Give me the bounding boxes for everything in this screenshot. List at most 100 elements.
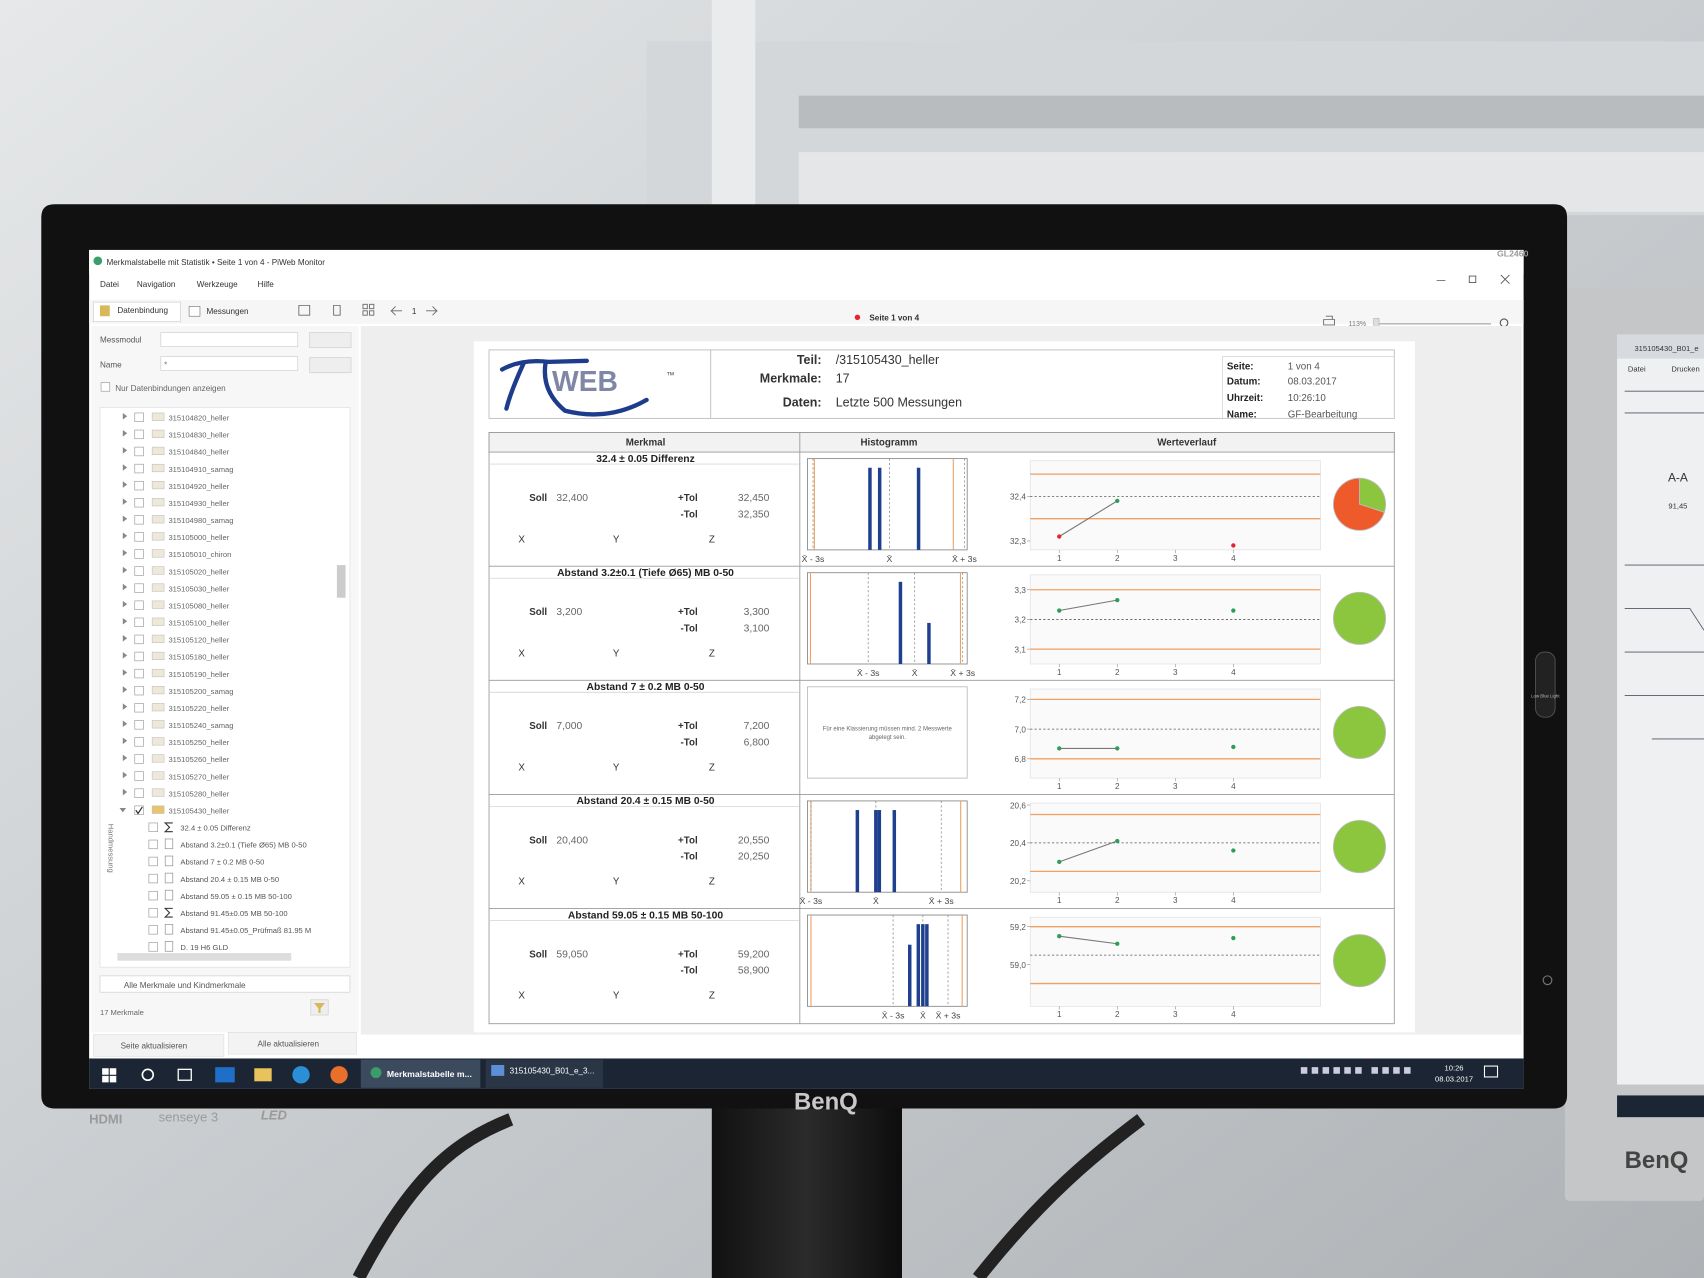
tree-item[interactable]: 315105180_heller bbox=[168, 653, 229, 662]
tree-expander[interactable] bbox=[122, 754, 128, 762]
tree-expander[interactable] bbox=[122, 447, 128, 454]
power-button[interactable] bbox=[1542, 975, 1553, 986]
firefox-icon[interactable] bbox=[330, 1066, 348, 1084]
refresh-all-button[interactable] bbox=[227, 1032, 357, 1055]
tree-checkbox[interactable] bbox=[134, 583, 144, 593]
tree-checkbox[interactable] bbox=[134, 446, 144, 457]
tree-item[interactable]: 315105030_heller bbox=[168, 584, 229, 593]
toolbar-icons[interactable] bbox=[298, 303, 438, 316]
tree-checkbox[interactable] bbox=[134, 566, 144, 576]
tree-checkbox[interactable] bbox=[134, 412, 144, 422]
ie-icon[interactable] bbox=[292, 1066, 310, 1084]
tree-item[interactable]: 315104920_heller bbox=[168, 482, 229, 491]
scope-select[interactable] bbox=[99, 975, 351, 993]
tree-checkbox[interactable] bbox=[134, 480, 144, 491]
tree-expander[interactable] bbox=[122, 583, 128, 591]
tree-expander[interactable] bbox=[122, 566, 128, 574]
tree-checkbox[interactable] bbox=[134, 737, 144, 747]
page-input[interactable]: 1 bbox=[412, 307, 417, 316]
tree-checkbox[interactable] bbox=[134, 549, 144, 559]
tree-checkbox[interactable] bbox=[134, 463, 144, 474]
name-input[interactable] bbox=[160, 356, 299, 371]
tree-item[interactable]: 315105280_heller bbox=[168, 789, 229, 798]
tree-checkbox[interactable] bbox=[148, 822, 158, 832]
tree-checkbox[interactable] bbox=[134, 429, 144, 440]
tree-expander[interactable] bbox=[119, 808, 127, 813]
tree-item[interactable]: 315105000_heller bbox=[168, 533, 229, 542]
tree-item[interactable]: 315105250_heller bbox=[168, 738, 229, 747]
tree-item[interactable]: 315104840_heller bbox=[168, 448, 229, 457]
tree-expander[interactable] bbox=[122, 498, 128, 505]
messmodul-input[interactable] bbox=[160, 332, 299, 347]
menu-item[interactable]: Werkzeuge bbox=[197, 280, 238, 289]
tree-expander[interactable] bbox=[122, 600, 128, 608]
menu-item[interactable]: Datei bbox=[100, 280, 119, 289]
tree-expander[interactable] bbox=[122, 720, 128, 727]
tree-item[interactable]: 315105430_heller bbox=[168, 806, 229, 815]
checkbox[interactable] bbox=[100, 382, 111, 392]
tree-checkbox[interactable] bbox=[134, 651, 144, 662]
tree-checkbox[interactable] bbox=[134, 600, 144, 610]
tree-checkbox[interactable] bbox=[148, 925, 158, 935]
tree-checkbox[interactable] bbox=[134, 532, 144, 542]
scrollbar[interactable] bbox=[336, 565, 346, 598]
tree-expander[interactable] bbox=[122, 635, 128, 642]
refresh-page-button[interactable] bbox=[93, 1034, 225, 1057]
tree-child[interactable]: D. 19 H6 GLD bbox=[180, 943, 228, 952]
tree-child[interactable]: Abstand 91.45±0.05_Prüfmaß 81.95 M bbox=[180, 926, 311, 935]
outlook-icon[interactable] bbox=[215, 1067, 235, 1083]
tree-expander[interactable] bbox=[122, 515, 128, 522]
taskbar-app[interactable] bbox=[485, 1059, 604, 1088]
tree-checkbox[interactable] bbox=[148, 942, 158, 952]
tree-item[interactable]: 315105240_samag bbox=[168, 721, 233, 730]
tree-item[interactable]: 315105270_heller bbox=[168, 772, 229, 781]
menu-item[interactable]: Navigation bbox=[137, 280, 175, 289]
button[interactable] bbox=[309, 357, 352, 374]
tree-checkbox[interactable] bbox=[134, 771, 144, 781]
search-button[interactable] bbox=[141, 1068, 155, 1082]
tree-expander[interactable] bbox=[122, 669, 128, 676]
tree-item[interactable]: 315105080_heller bbox=[168, 601, 229, 610]
tree-checkbox[interactable] bbox=[148, 873, 158, 884]
tree-item[interactable]: 315105200_samag bbox=[168, 687, 233, 696]
tree-item[interactable]: 315104930_heller bbox=[168, 499, 229, 508]
tree-expander[interactable] bbox=[122, 788, 128, 796]
tree-expander[interactable] bbox=[122, 737, 128, 745]
tree-expander[interactable] bbox=[122, 617, 128, 625]
tree-expander[interactable] bbox=[122, 549, 128, 557]
tree-expander[interactable] bbox=[122, 464, 128, 471]
tab[interactable]: Datenbindung bbox=[117, 306, 168, 315]
tree-expander[interactable] bbox=[122, 430, 128, 437]
tree-item[interactable]: 315105260_heller bbox=[168, 755, 229, 764]
tree-expander[interactable] bbox=[122, 532, 128, 540]
tree-checkbox[interactable] bbox=[148, 856, 158, 867]
tab-active[interactable] bbox=[93, 301, 181, 322]
tree-item[interactable]: 315104910_samag bbox=[168, 465, 233, 474]
tree-item[interactable]: 315104820_heller bbox=[168, 414, 229, 423]
tree-item[interactable]: 315105220_heller bbox=[168, 704, 229, 713]
tree-item[interactable]: 315105190_heller bbox=[168, 670, 229, 679]
notification-button[interactable] bbox=[1483, 1065, 1499, 1078]
tree-checkbox[interactable] bbox=[148, 839, 158, 850]
start-button[interactable] bbox=[102, 1068, 117, 1083]
tree-checkbox[interactable] bbox=[134, 668, 144, 679]
tree-expander[interactable] bbox=[122, 771, 128, 779]
tree-item[interactable]: 315105020_heller bbox=[168, 567, 229, 576]
tree-child[interactable]: Abstand 7 ± 0.2 MB 0-50 bbox=[180, 858, 264, 867]
low-blue-button[interactable] bbox=[1535, 651, 1556, 718]
tree-item[interactable]: 315104830_heller bbox=[168, 431, 229, 440]
tree-child[interactable]: Abstand 20.4 ± 0.15 MB 0-50 bbox=[180, 875, 279, 884]
tree-child[interactable]: 32.4 ± 0.05 Differenz bbox=[180, 824, 251, 833]
tree-checkbox[interactable] bbox=[134, 703, 144, 713]
tree-child[interactable]: Abstand 59.05 ± 0.15 MB 50-100 bbox=[180, 892, 291, 901]
tree-expander[interactable] bbox=[122, 686, 128, 693]
tree-expander[interactable] bbox=[122, 652, 128, 659]
task-view[interactable] bbox=[177, 1068, 192, 1081]
tree-item[interactable]: 315105010_chiron bbox=[168, 550, 231, 559]
tab[interactable]: Messungen bbox=[206, 307, 248, 316]
h-scrollbar[interactable] bbox=[117, 953, 292, 961]
tree-checkbox[interactable] bbox=[134, 515, 144, 525]
tree-child[interactable]: Abstand 3.2±0.1 (Tiefe Ø65) MB 0-50 bbox=[180, 841, 306, 850]
tree-checkbox[interactable] bbox=[148, 890, 158, 901]
tree-checkbox[interactable] bbox=[134, 788, 144, 798]
